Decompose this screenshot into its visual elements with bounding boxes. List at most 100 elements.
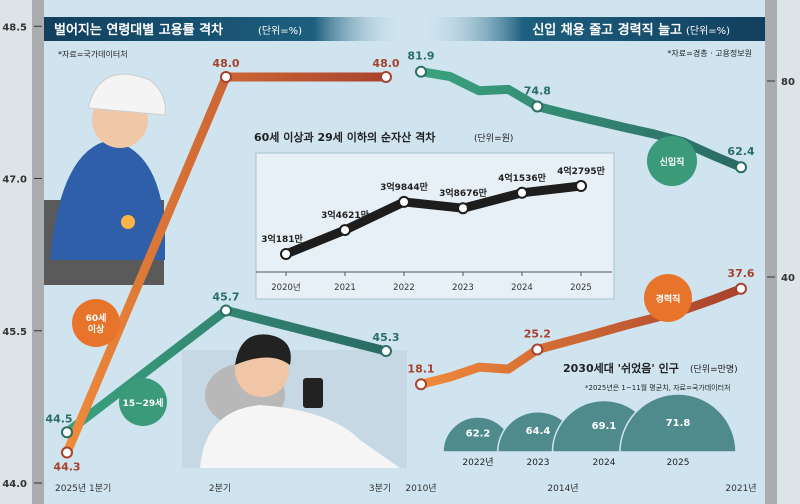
right-x-tick-label: 2014년 [547,483,578,494]
right-x-tick-label: 2010년 [405,483,436,494]
right-title-banner [420,17,765,41]
series-experienced-data-label: 18.1 [407,362,434,375]
left-axis-bar [32,0,44,504]
series-new-hire-point [531,100,544,113]
inset-data-label: 4억2795만 [557,165,606,177]
inset-point [398,195,410,208]
inset-data-label: 3억181만 [261,233,303,245]
semicircle-unit: (단위=만명) [690,364,738,375]
inset-point [339,224,351,237]
semicircle-category-label: 2025 [667,458,690,468]
series-new-hire-data-label: 81.9 [407,50,434,63]
inset-panel [255,152,615,300]
semicircle-note: *2025년은 1~11월 평균치, 자료=국가데이터처 [585,383,730,392]
right-chart-title: 신입 채용 줄고 경력직 늘고 [532,22,682,38]
inset-x-tick-label: 2020년 [271,282,300,293]
series-60plus-data-label: 44.3 [53,461,80,474]
inset-data-label: 4억1536만 [498,172,547,184]
series-60plus-point [220,71,232,83]
right-axis-tick-label: 80 [781,77,795,88]
series-experienced-point [531,343,544,356]
inset-x-tick-label: 2021 [334,283,356,293]
hard-hat [87,73,166,116]
semicircle-category-label: 2024 [593,458,616,468]
series-experienced-bubble [644,274,692,322]
left-axis-margin [0,0,32,504]
series-new-hire-bubble [647,136,697,186]
left-axis-tick-label: 44.0 [2,479,27,490]
left-chart-source: *자료=국가데이터처 [58,49,128,59]
inset-data-label: 3억8676만 [439,187,488,199]
series-experienced-point [735,282,747,295]
series-15-29-data-label: 44.5 [45,412,72,425]
right-chart-unit: (단위=%) [686,24,730,37]
right-axis-bar [765,0,777,504]
left-axis-tick-label: 48.5 [2,22,27,33]
semicircle-value-label: 69.1 [592,421,617,432]
right-axis-tick-label: 40 [781,273,795,284]
series-15-29-point [220,304,232,317]
left-title-banner [44,17,404,41]
inset-x-tick-label: 2022 [393,283,415,293]
series-new-hire-label: 신입직 [660,156,685,168]
series-new-hire-point [415,65,427,78]
semicircle-value-label: 71.8 [666,418,691,429]
inset-unit: (단위=원) [474,133,513,144]
inset-data-label: 3억4621만 [321,209,370,221]
series-60plus-bubble [72,299,120,347]
right-chart-source: *자료=경총 · 고용정보원 [667,48,752,58]
boy-hair [235,334,291,365]
series-experienced-point [415,378,427,391]
series-60plus-data-label: 48.0 [212,57,239,70]
series-60plus-point [380,71,392,83]
inset-x-tick-label: 2023 [452,283,474,293]
semicircle-bar [619,393,737,453]
welding-spark [121,215,135,229]
inset-data-label: 3억9844만 [380,181,429,193]
inset-line [281,181,586,259]
left-chart-unit: (단위=%) [258,24,302,37]
worker-illustration [44,73,166,285]
left-chart-title: 벌어지는 연령대별 고용률 격차 [54,22,223,38]
inset-point [280,248,292,260]
left-x-tick-label: 2025년 1분기 [55,483,111,494]
left-x-tick-label: 3분기 [369,483,391,494]
series-15-29-label: 15~29세 [123,397,164,409]
inset-x-tick-label: 2025 [570,283,592,293]
series-experienced-data-label: 25.2 [524,328,551,341]
inset-point [457,202,469,215]
series-new-hire-data-label: 74.8 [524,84,551,97]
boy-illustration [182,334,407,468]
series-new-hire-point [735,161,747,174]
series-experienced-label: 경력직 [656,293,681,305]
series-60plus-point [61,446,73,459]
series-60plus-data-label: 48.0 [372,57,399,70]
series-new-hire-data-label: 62.4 [727,145,754,158]
worker-body [50,140,165,260]
inset-point [575,180,587,193]
left-axis-tick-label: 45.5 [2,327,27,338]
inset-x-tick-label: 2024 [511,283,533,293]
left-axis-tick-label: 47.0 [2,175,27,186]
semicircle-value-label: 64.4 [526,426,551,437]
inset-point [516,186,528,199]
series-15-29-bubble [119,378,167,426]
inset-title: 60세 이상과 29세 이하의 순자산 격차 [254,130,436,144]
series-15-29-point [380,345,392,358]
boy-shirt [200,405,400,468]
semicircle-category-label: 2022년 [462,457,493,468]
phone [303,378,323,408]
series-15-29-data-label: 45.3 [372,331,399,344]
semicircle-category-label: 2023 [527,458,550,468]
series-15-29-point [61,426,73,439]
series-60plus-label: 60세 이상 [86,312,107,335]
right-axis-margin [777,0,800,504]
semicircle-value-label: 62.2 [466,428,491,439]
series-15-29-data-label: 45.7 [212,290,239,303]
semicircle-title: 2030세대 '쉬었음' 인구 [563,361,679,375]
left-x-tick-label: 2분기 [209,483,231,494]
series-experienced-data-label: 37.6 [727,267,754,280]
right-x-tick-label: 2021년 [725,483,756,494]
